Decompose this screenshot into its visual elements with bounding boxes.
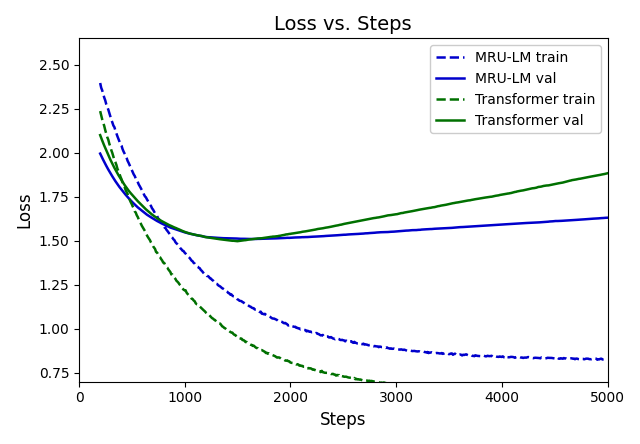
MRU-LM val xyxy=(339,232,346,238)
MRU-LM train xyxy=(512,354,520,360)
MRU-LM val xyxy=(604,215,611,220)
Transformer val xyxy=(341,221,349,226)
Transformer train xyxy=(591,390,599,395)
MRU-LM train xyxy=(371,343,378,349)
MRU-LM val xyxy=(372,230,380,235)
Transformer val xyxy=(97,132,104,138)
Transformer train xyxy=(398,383,406,388)
Line: Transformer train: Transformer train xyxy=(100,111,607,393)
MRU-LM train xyxy=(604,357,611,362)
Title: Loss vs. Steps: Loss vs. Steps xyxy=(275,15,412,34)
MRU-LM train xyxy=(398,347,406,353)
Line: MRU-LM val: MRU-LM val xyxy=(100,154,607,239)
MRU-LM train xyxy=(340,338,348,343)
MRU-LM train xyxy=(97,80,104,86)
Transformer train xyxy=(512,389,520,394)
MRU-LM train xyxy=(593,357,601,362)
MRU-LM val xyxy=(399,228,407,234)
Transformer val xyxy=(339,222,346,227)
Transformer val xyxy=(593,173,600,178)
Transformer val xyxy=(604,170,611,176)
MRU-LM train xyxy=(337,337,345,343)
Transformer val xyxy=(513,189,521,194)
Transformer val xyxy=(234,238,241,244)
Transformer val xyxy=(372,215,380,221)
MRU-LM train xyxy=(591,356,599,361)
X-axis label: Steps: Steps xyxy=(320,411,367,429)
MRU-LM val xyxy=(593,216,600,221)
Transformer train xyxy=(340,374,348,380)
Transformer train xyxy=(337,373,345,379)
Transformer val xyxy=(399,210,407,216)
MRU-LM val xyxy=(250,236,257,242)
Line: Transformer val: Transformer val xyxy=(100,135,607,241)
MRU-LM val xyxy=(97,151,104,156)
Transformer train xyxy=(604,391,611,396)
Legend: MRU-LM train, MRU-LM val, Transformer train, Transformer val: MRU-LM train, MRU-LM val, Transformer tr… xyxy=(430,45,600,133)
Transformer train xyxy=(593,391,601,396)
Transformer train xyxy=(371,379,378,385)
MRU-LM val xyxy=(341,232,349,238)
MRU-LM val xyxy=(513,221,521,226)
Y-axis label: Loss: Loss xyxy=(15,192,33,228)
Line: MRU-LM train: MRU-LM train xyxy=(100,83,607,360)
Transformer train xyxy=(97,108,104,114)
